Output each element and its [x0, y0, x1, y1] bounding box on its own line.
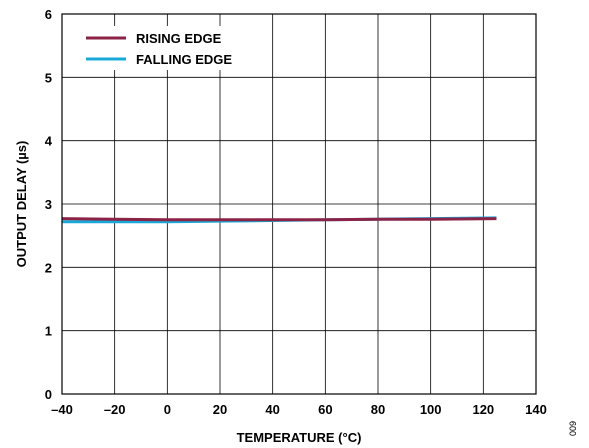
plot-frame [61, 13, 537, 395]
x-tick-label: 60 [318, 402, 332, 417]
x-tick-label: 120 [472, 402, 494, 417]
figure-code: 009 [568, 421, 578, 436]
series-layer [61, 216, 497, 224]
x-tick-labels: –40 –20 0 20 40 60 80 100 120 140 [51, 402, 547, 417]
x-tick-label: 80 [371, 402, 385, 417]
x-axis-label: TEMPERATURE (°C) [237, 430, 362, 445]
y-tick-label: 3 [45, 197, 52, 212]
x-tick-label: 100 [420, 402, 442, 417]
legend-label-falling-edge: FALLING EDGE [136, 52, 232, 67]
y-tick-label: 2 [45, 260, 52, 275]
x-tick-label: 40 [265, 402, 279, 417]
x-tick-label: –40 [51, 402, 73, 417]
legend-label-rising-edge: RISING EDGE [136, 31, 222, 46]
legend: RISING EDGE FALLING EDGE [80, 26, 260, 70]
series-line-rising-edge [61, 217, 497, 222]
x-tick-label: 20 [213, 402, 227, 417]
y-tick-labels: 0 1 2 3 4 5 6 [45, 7, 53, 402]
y-tick-label: 1 [45, 324, 52, 339]
x-tick-label: 140 [525, 402, 547, 417]
y-tick-label: 6 [45, 7, 52, 22]
y-tick-label: 5 [45, 70, 52, 85]
legend-background [80, 26, 260, 70]
x-tick-label: –20 [104, 402, 126, 417]
y-axis-label: OUTPUT DELAY (µs) [14, 141, 29, 268]
y-tick-label: 4 [45, 134, 53, 149]
grid [61, 13, 537, 395]
y-tick-label: 0 [45, 387, 52, 402]
x-tick-label: 0 [164, 402, 171, 417]
